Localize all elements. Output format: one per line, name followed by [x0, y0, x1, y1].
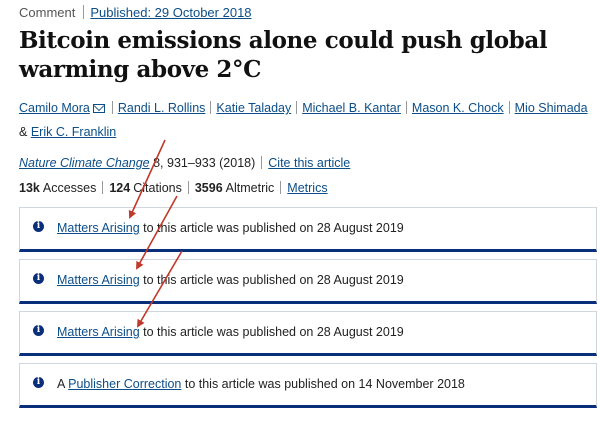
- divider: [111, 101, 113, 114]
- notice-text: Matters Arising to this article was publ…: [57, 325, 404, 339]
- mail-icon[interactable]: [92, 104, 105, 113]
- accesses-count: 13k: [19, 181, 40, 195]
- published-date-link[interactable]: Published: 29 October 2018: [90, 5, 252, 20]
- notice-text: Matters Arising to this article was publ…: [57, 273, 404, 287]
- publisher-correction-link[interactable]: Publisher Correction: [68, 377, 182, 391]
- notice-matters-arising: i Matters Arising to this article was pu…: [19, 311, 597, 356]
- journal-link[interactable]: Nature Climate Change: [19, 156, 150, 170]
- accesses-label: Accesses: [42, 181, 97, 195]
- cite-this-article-link[interactable]: Cite this article: [268, 156, 351, 170]
- author-link[interactable]: Mason K. Chock: [411, 101, 504, 115]
- author-link[interactable]: Erik C. Franklin: [30, 125, 117, 139]
- divider: [83, 5, 85, 19]
- author-list: Camilo Mora Randi L. Rollins Katie Taladay…: [19, 96, 589, 144]
- matters-arising-link[interactable]: Matters Arising: [57, 273, 140, 287]
- author-link[interactable]: Michael B. Kantar: [302, 101, 401, 115]
- metrics-link[interactable]: Metrics: [287, 181, 328, 195]
- author-link[interactable]: Randi L. Rollins: [117, 101, 206, 115]
- author-link[interactable]: Katie Taladay: [216, 101, 292, 115]
- citation-line: Nature Climate Change 8, 931–933 (2018) C…: [19, 156, 350, 170]
- divider: [187, 181, 189, 194]
- notice-suffix: to this article was published on 28 Augu…: [139, 221, 404, 235]
- notice-suffix: to this article was published on 28 Augu…: [139, 273, 404, 287]
- divider: [210, 101, 212, 114]
- citations-label: Citations: [133, 181, 182, 195]
- divider: [280, 181, 282, 194]
- info-icon: i: [33, 325, 44, 336]
- article-title: Bitcoin emissions alone could push globa…: [19, 27, 548, 83]
- citation-details: 8, 931–933 (2018): [153, 156, 256, 170]
- authors-joiner: &: [19, 125, 28, 139]
- article-type: Comment: [19, 5, 76, 20]
- citations-count: 124: [109, 181, 131, 195]
- matters-arising-link[interactable]: Matters Arising: [57, 221, 140, 235]
- divider: [405, 101, 407, 114]
- notice-suffix: to this article was published on 14 Nove…: [181, 377, 465, 391]
- matters-arising-link[interactable]: Matters Arising: [57, 325, 140, 339]
- altmetric-label: Altmetric: [225, 181, 275, 195]
- altmetric-count: 3596: [194, 181, 223, 195]
- author-link[interactable]: Camilo Mora: [19, 101, 90, 115]
- info-icon: i: [33, 273, 44, 284]
- notice-text: A Publisher Correction to this article w…: [57, 377, 465, 391]
- article-metrics: 13k Accesses 124 Citations 3596 Altmetric Metr…: [19, 181, 328, 195]
- notice-matters-arising: i Matters Arising to this article was pu…: [19, 259, 597, 304]
- divider: [296, 101, 298, 114]
- notice-matters-arising: i Matters Arising to this article was pu…: [19, 207, 597, 252]
- info-icon: i: [33, 221, 44, 232]
- notice-suffix: to this article was published on 28 Augu…: [139, 325, 404, 339]
- notice-publisher-correction: i A Publisher Correction to this article…: [19, 363, 597, 408]
- notice-text: Matters Arising to this article was publ…: [57, 221, 404, 235]
- info-icon: i: [33, 377, 44, 388]
- article-notices: i Matters Arising to this article was pu…: [19, 207, 597, 415]
- divider: [102, 181, 104, 194]
- author-link[interactable]: Mio Shimada: [514, 101, 588, 115]
- divider: [261, 156, 263, 169]
- divider: [508, 101, 510, 114]
- annotation-arrow: [128, 139, 166, 219]
- notice-prefix: A: [57, 377, 69, 391]
- article-meta: Comment Published: 29 October 2018: [19, 5, 252, 20]
